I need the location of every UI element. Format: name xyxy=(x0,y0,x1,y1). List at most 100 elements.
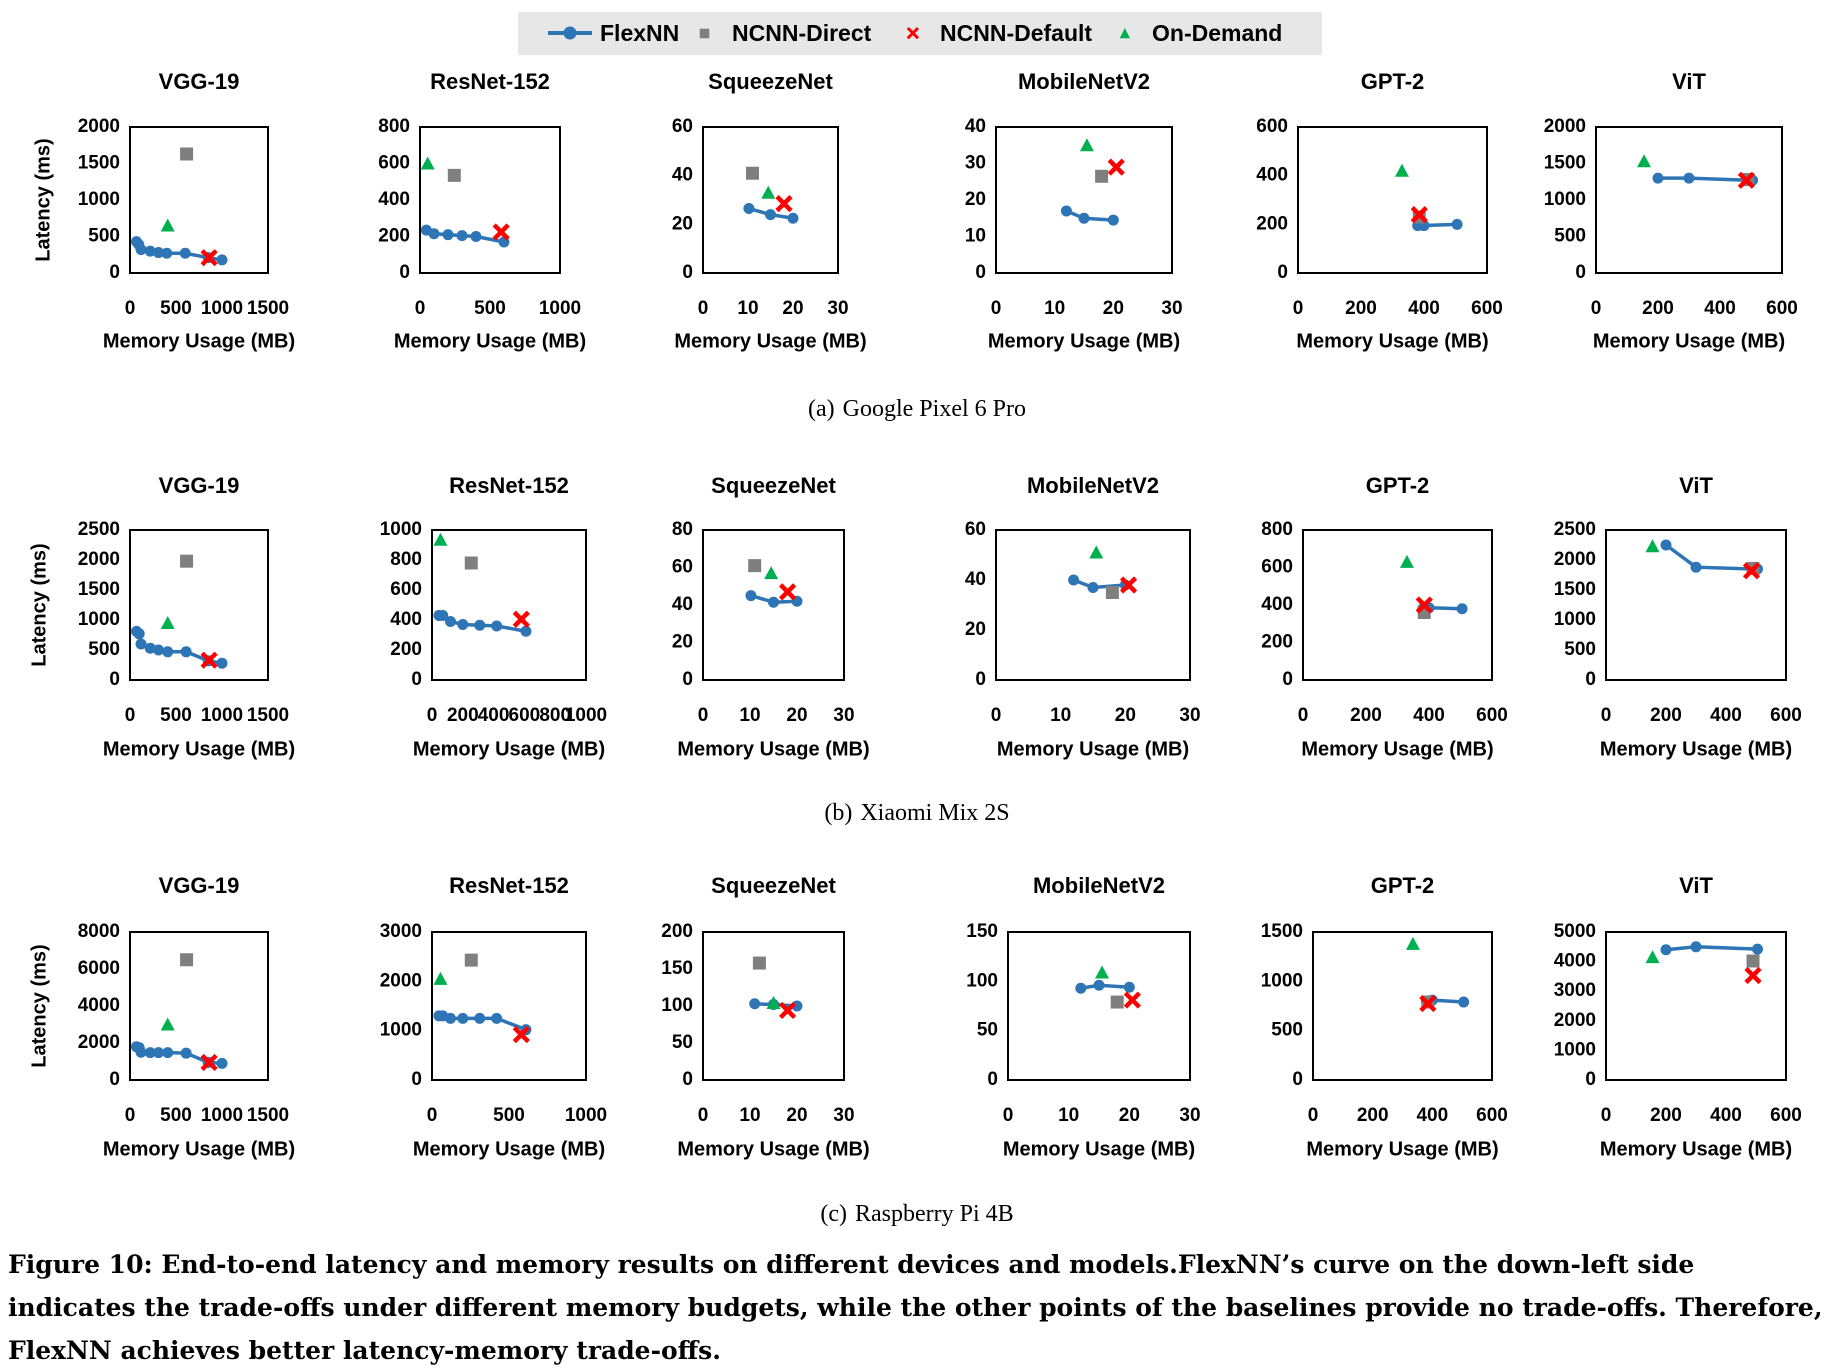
chart-1-4-ytick-4: 800 xyxy=(1261,519,1293,540)
chart-1-5-title: ViT xyxy=(1679,473,1713,498)
chart-0-1-flexnn-point-3 xyxy=(456,230,468,242)
legend-marker-ncnn-default xyxy=(906,26,920,40)
chart-0-5-ytick-3: 1500 xyxy=(1544,153,1586,174)
chart-1-4-ytick-2: 400 xyxy=(1261,594,1293,615)
chart-0-0-ytick-2: 1000 xyxy=(78,189,120,210)
chart-2-2-ytick-4: 200 xyxy=(661,921,693,942)
chart-1-0-ncnn-default-point-0 xyxy=(200,651,218,669)
chart-0-1-ytick-0: 0 xyxy=(399,262,410,283)
chart-2-3-ytick-0: 0 xyxy=(987,1069,998,1090)
chart-0-5-ncnn-default-point-0 xyxy=(1737,171,1755,189)
chart-0-1-ytick-1: 200 xyxy=(378,226,410,247)
chart-2-0-xlabel: Memory Usage (MB) xyxy=(103,1138,295,1160)
chart-2-0-ncnn-default-point-0 xyxy=(200,1053,218,1072)
chart-2-5-xlabel: Memory Usage (MB) xyxy=(1600,1138,1792,1160)
chart-2-4-title: GPT-2 xyxy=(1371,873,1435,898)
chart-0-5-xtick-3: 600 xyxy=(1766,298,1798,319)
chart-1-2-ytick-4: 80 xyxy=(672,519,693,540)
chart-1-1-xtick-3: 600 xyxy=(509,705,541,726)
chart-0-0-ylabel: Latency (ms) xyxy=(32,138,54,261)
chart-1-0-flexnn-point-6 xyxy=(180,646,192,658)
subcaption-b: (b) Xiaomi Mix 2S xyxy=(0,800,1834,827)
chart-2-0-ytick-3: 6000 xyxy=(78,958,120,979)
chart-2-1-ncnn-default-point-0 xyxy=(512,1026,530,1044)
chart-0-1-plot-frame xyxy=(419,126,561,274)
chart-0-3-on-demand-point-0 xyxy=(1079,138,1094,152)
chart-2-0-title: VGG-19 xyxy=(159,873,240,898)
chart-0-4-xtick-0: 0 xyxy=(1293,298,1304,319)
chart-1-1-flexnn-point-6 xyxy=(520,625,532,637)
chart-0-0-ytick-0: 0 xyxy=(109,262,120,283)
chart-0-1-flexnn-point-2 xyxy=(442,229,454,241)
chart-0-2-plot-frame xyxy=(702,126,839,274)
subcaption-c: (c) Raspberry Pi 4B xyxy=(0,1201,1834,1228)
chart-2-0-flexnn-point-6 xyxy=(180,1047,192,1059)
chart-1-0-xtick-0: 0 xyxy=(125,705,136,726)
chart-2-2-ytick-0: 0 xyxy=(682,1069,693,1090)
chart-0-5-plot-frame xyxy=(1595,126,1783,274)
chart-0-1-ytick-2: 400 xyxy=(378,189,410,210)
chart-0-0-flexnn-point-2 xyxy=(135,244,147,256)
chart-0-3-flexnn-line xyxy=(1065,209,1114,222)
chart-1-5-ytick-5: 2500 xyxy=(1554,519,1596,540)
chart-1-1-plot-frame xyxy=(431,529,587,681)
chart-0-4-ytick-3: 600 xyxy=(1256,116,1288,137)
chart-2-2-on-demand-point-0 xyxy=(766,996,781,1010)
chart-0-0-ytick-4: 2000 xyxy=(78,116,120,137)
subcaption-c-tag: (c) xyxy=(820,1201,847,1227)
chart-0-1-flexnn-point-1 xyxy=(428,228,440,240)
chart-0-5-xtick-0: 0 xyxy=(1591,298,1602,319)
chart-2-3-on-demand-point-0 xyxy=(1095,965,1110,979)
chart-0-1-xlabel: Memory Usage (MB) xyxy=(394,330,586,352)
subcaption-a-tag: (a) xyxy=(808,396,835,422)
chart-0-0-ncnn-default-point-0 xyxy=(200,249,218,267)
chart-1-3-on-demand-point-0 xyxy=(1089,545,1104,559)
chart-2-1-ncnn-direct-point-0 xyxy=(464,953,478,967)
chart-2-1-ytick-3: 3000 xyxy=(380,921,422,942)
chart-0-5-xlabel: Memory Usage (MB) xyxy=(1593,330,1785,352)
chart-0-5-ncnn-default-point-0-stroke-b xyxy=(1737,171,1755,189)
chart-0-2-xtick-3: 30 xyxy=(827,298,848,319)
chart-0-4-xlabel: Memory Usage (MB) xyxy=(1296,330,1488,352)
chart-1-3-ytick-3: 60 xyxy=(965,519,986,540)
chart-0-1-ncnn-default-point-0 xyxy=(492,223,510,241)
chart-2-2-xtick-2: 20 xyxy=(786,1105,807,1126)
chart-1-3-xtick-0: 0 xyxy=(991,705,1002,726)
chart-0-3-title: MobileNetV2 xyxy=(1018,69,1150,94)
chart-0-4-ytick-1: 200 xyxy=(1256,213,1288,234)
chart-0-0-plot-frame xyxy=(129,126,269,274)
chart-1-0-ytick-4: 2000 xyxy=(78,549,120,570)
chart-1-5-xtick-1: 200 xyxy=(1650,705,1682,726)
chart-1-2-ncnn-direct-point-0 xyxy=(748,559,762,573)
chart-0-5-ytick-2: 1000 xyxy=(1544,189,1586,210)
chart-0-3-ytick-0: 0 xyxy=(975,262,986,283)
chart-0-3-ncnn-default-point-0-stroke-b xyxy=(1107,158,1125,176)
chart-2-5-ytick-0: 0 xyxy=(1585,1069,1596,1090)
chart-0-3-xlabel: Memory Usage (MB) xyxy=(988,330,1180,352)
chart-1-3-ytick-1: 20 xyxy=(965,619,986,640)
chart-2-3-xtick-0: 0 xyxy=(1003,1105,1014,1126)
legend-label-flexnn: FlexNN xyxy=(600,20,680,46)
chart-1-2-xlabel: Memory Usage (MB) xyxy=(677,738,869,760)
chart-1-0-ytick-5: 2500 xyxy=(78,519,120,540)
chart-1-5-ncnn-default-point-0-stroke-b xyxy=(1742,562,1761,580)
chart-0-2-ytick-1: 20 xyxy=(672,213,693,234)
chart-0-1-ncnn-default-point-0-stroke-b xyxy=(492,223,510,241)
chart-2-3-ytick-1: 50 xyxy=(977,1020,998,1041)
legend-item-on-demand: On-Demand xyxy=(1108,12,1282,55)
chart-2-3-title: MobileNetV2 xyxy=(1033,873,1165,898)
chart-1-4-xtick-3: 600 xyxy=(1476,705,1508,726)
chart-0-5-flexnn-point-1 xyxy=(1683,172,1695,184)
chart-2-2-xtick-3: 30 xyxy=(833,1105,854,1126)
chart-0-2-xtick-2: 20 xyxy=(782,298,803,319)
chart-0-2-ncnn-direct-point-0 xyxy=(746,166,759,180)
chart-1-4-ytick-1: 200 xyxy=(1261,632,1293,653)
chart-2-5-title: ViT xyxy=(1679,873,1713,898)
chart-2-2-ytick-2: 100 xyxy=(661,995,693,1016)
chart-0-0-xtick-0: 0 xyxy=(125,298,136,319)
chart-1-3-ncnn-default-point-0 xyxy=(1119,576,1138,594)
chart-1-3-flexnn-point-1 xyxy=(1087,582,1099,593)
chart-1-1-ytick-4: 800 xyxy=(390,549,422,570)
chart-1-3-ncnn-default-point-0-stroke-b xyxy=(1119,576,1138,594)
chart-2-3-flexnn-point-1 xyxy=(1093,979,1105,991)
